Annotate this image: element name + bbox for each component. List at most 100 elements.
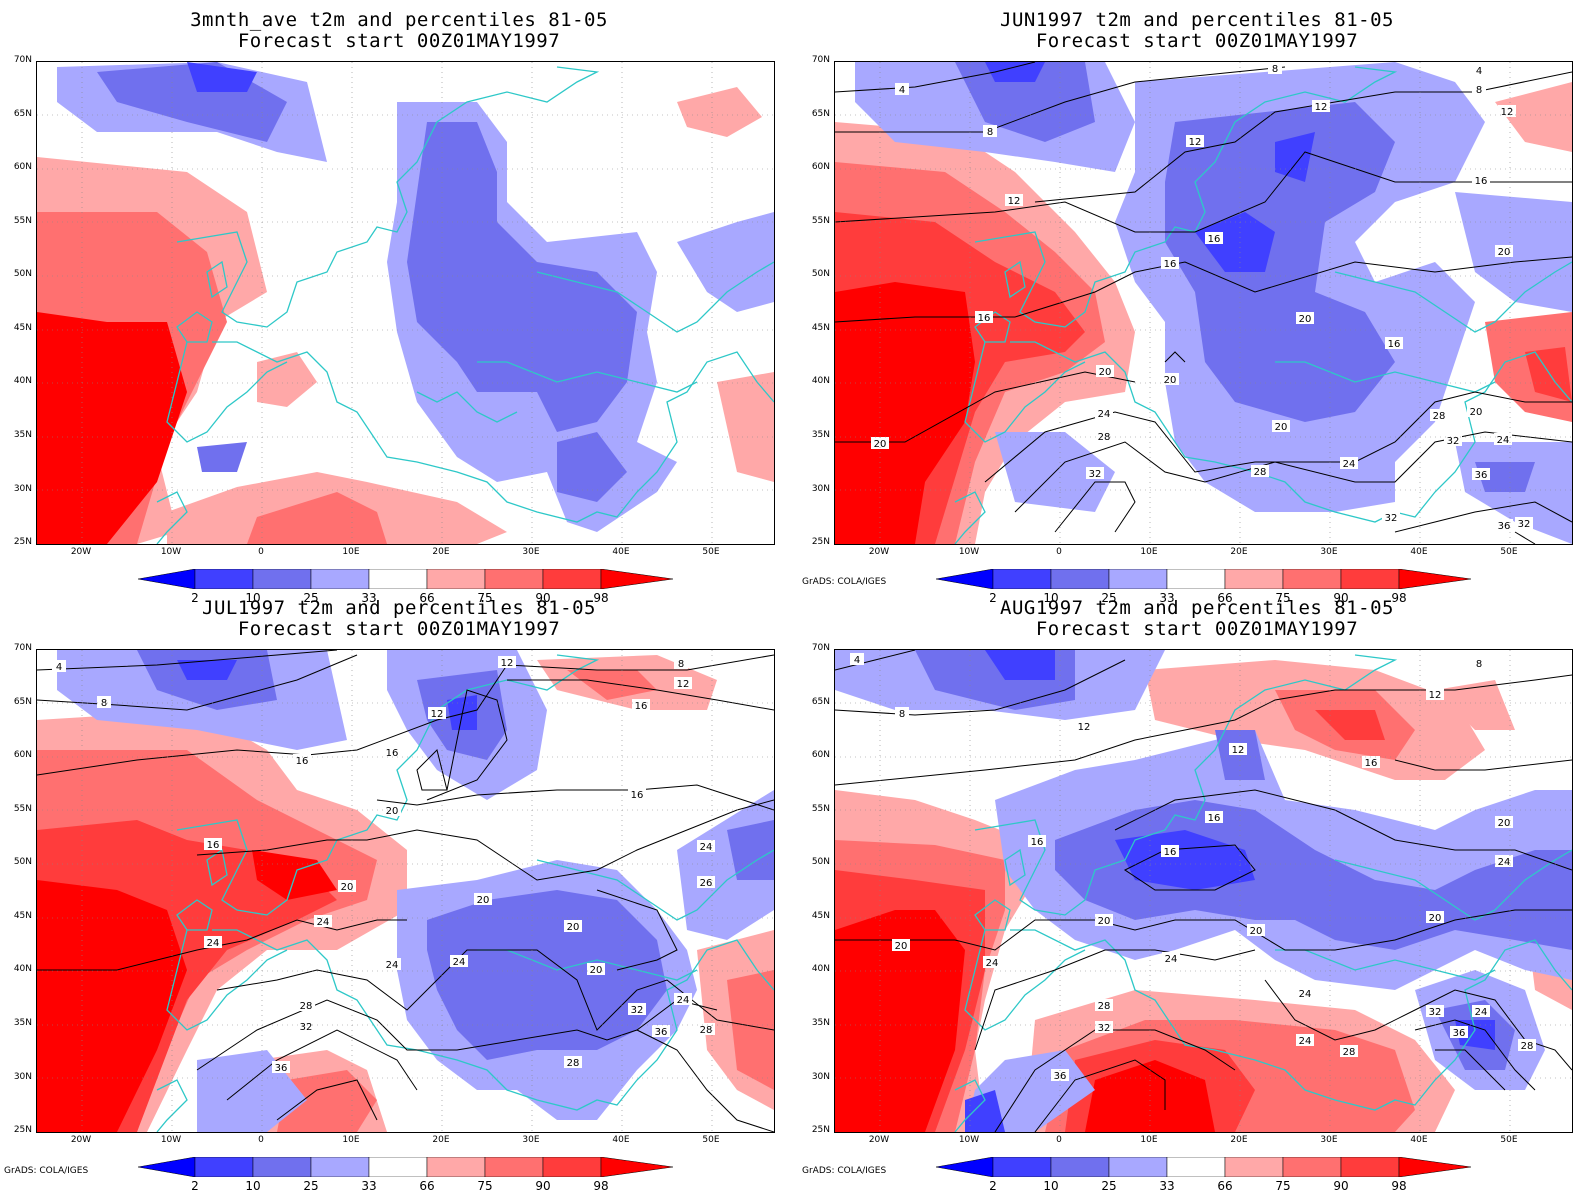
contour-label: 12 [1189, 137, 1202, 148]
lon-label: 50E [702, 1135, 720, 1145]
contour-label: 16 [631, 790, 644, 801]
lon-label: 10E [342, 547, 360, 557]
lat-label: 45N [13, 323, 32, 333]
contour-label: 24 [1498, 857, 1511, 868]
contour-label: 20 [1498, 818, 1511, 829]
lat-label: 55N [13, 216, 32, 226]
contour-label: 20 [477, 895, 490, 906]
contour-label: 8 [101, 698, 107, 709]
colorbar-label: 90 [535, 1179, 551, 1193]
lon-label: 10W [160, 1135, 182, 1145]
contour-label: 4 [899, 85, 905, 96]
panel-subtitle: Forecast start 00Z01MAY1997 [237, 30, 561, 52]
contour-label: 8 [1272, 64, 1278, 75]
contour-label: 16 [635, 701, 648, 712]
lat-label: 65N [811, 109, 830, 119]
colorbar [936, 1157, 1471, 1177]
contour-label: 20 [1164, 375, 1177, 386]
colorbar-label: 33 [361, 1179, 377, 1193]
lon-label: 20W [868, 547, 890, 557]
lat-label: 45N [811, 911, 830, 921]
contour-label: 28 [300, 1001, 313, 1012]
contour-label: 16 [1031, 837, 1044, 848]
contour-label: 32 [1429, 1007, 1442, 1018]
lat-label: 50N [13, 269, 32, 279]
colorbar-label: 66 [419, 1179, 435, 1193]
anomaly-map: 4 8 8 4 8 12 12 12 16 12 16 16 16 20 20 … [835, 62, 1572, 544]
lon-label: 20E [1230, 1135, 1248, 1145]
contour-label: 12 [1008, 196, 1021, 207]
contour-label: 24 [1299, 1036, 1312, 1047]
colorbar-label: 33 [361, 591, 377, 605]
colorbar-label: 75 [477, 1179, 493, 1193]
lon-label: 30E [522, 547, 540, 557]
contour-label: 12 [1429, 690, 1442, 701]
panel-title: AUG1997 t2m and percentiles 81-05 [1000, 597, 1394, 619]
contour-label: 16 [296, 756, 309, 767]
contour-label: 20 [1250, 926, 1263, 937]
contour-label: 20 [1275, 422, 1288, 433]
colorbar-label: 10 [1043, 591, 1059, 605]
contour-label: 16 [1365, 758, 1378, 769]
lon-label: 40E [1410, 1135, 1428, 1145]
contour-label: 12 [431, 709, 444, 720]
contour-label: 16 [978, 313, 991, 324]
contour-label: 32 [1518, 519, 1531, 530]
lat-label: 60N [811, 750, 830, 760]
lon-label: 0 [1056, 1135, 1062, 1145]
panel-jun1997: JUN1997 t2m and percentiles 81-05 Foreca… [798, 0, 1596, 605]
lat-label: 60N [13, 750, 32, 760]
colorbar-label: 2 [191, 1179, 199, 1193]
panel-subtitle: Forecast start 00Z01MAY1997 [237, 618, 561, 640]
lon-label: 20E [432, 1135, 450, 1145]
contour-label: 4 [56, 662, 62, 673]
panel-subtitle: Forecast start 00Z01MAY1997 [1035, 618, 1359, 640]
contour-label: 12 [501, 658, 514, 669]
panel-title: JUN1997 t2m and percentiles 81-05 [1000, 9, 1394, 31]
lon-label: 0 [258, 1135, 264, 1145]
contour-label: 4 [854, 655, 860, 666]
lat-label: 40N [13, 376, 32, 386]
panel-title: 3mnth_ave t2m and percentiles 81-05 [190, 9, 608, 31]
lon-label: 10E [1140, 547, 1158, 557]
lat-label: 25N [811, 537, 830, 547]
colorbar-label: 75 [1275, 591, 1291, 605]
contour-label: 24 [317, 917, 330, 928]
lat-label: 50N [811, 269, 830, 279]
lon-label: 0 [258, 547, 264, 557]
contour-label: 20 [567, 922, 580, 933]
contour-label: 24 [1475, 1007, 1488, 1018]
lat-label: 30N [13, 1072, 32, 1082]
lat-label: 45N [811, 323, 830, 333]
contour-label: 12 [1501, 107, 1514, 118]
contour-label: 8 [987, 127, 993, 138]
contour-label: 12 [1078, 722, 1091, 733]
colorbar [138, 1157, 673, 1177]
lat-label: 60N [811, 162, 830, 172]
contour-label: 12 [677, 679, 690, 690]
contour-label: 16 [1475, 176, 1488, 187]
contour-label: 24 [1098, 409, 1111, 420]
contour-label: 36 [1453, 1028, 1466, 1039]
lat-label: 55N [811, 804, 830, 814]
contour-label: 28 [1521, 1041, 1534, 1052]
colorbar-label: 66 [1217, 591, 1233, 605]
lon-label: 50E [1500, 547, 1518, 557]
contour-label: 32 [1385, 513, 1398, 524]
anomaly-map: 4 8 12 8 12 16 12 16 16 20 16 16 20 20 2… [37, 650, 774, 1132]
lon-label: 10W [160, 547, 182, 557]
lat-label: 25N [811, 1125, 830, 1135]
lat-label: 30N [811, 484, 830, 494]
colorbar-label: 66 [1217, 1179, 1233, 1193]
colorbar-label: 98 [1391, 1179, 1407, 1193]
colorbar-label: 75 [1275, 1179, 1291, 1193]
colorbar-label: 10 [245, 1179, 261, 1193]
lon-label: 20E [432, 547, 450, 557]
contour-label: 24 [1497, 435, 1510, 446]
lon-label: 20W [70, 547, 92, 557]
contour-label: 28 [700, 1025, 713, 1036]
colorbar-label: 10 [1043, 1179, 1059, 1193]
lat-label: 50N [13, 857, 32, 867]
lat-label: 60N [13, 162, 32, 172]
contour-label: 32 [1098, 1023, 1111, 1034]
